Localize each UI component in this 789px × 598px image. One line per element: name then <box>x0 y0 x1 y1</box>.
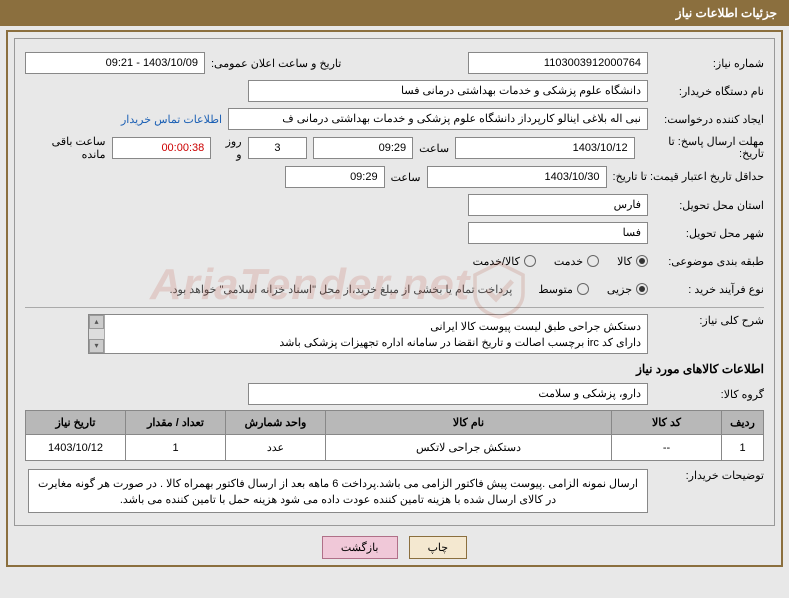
deadline-date-field: 1403/10/12 <box>455 137 635 159</box>
province-field: فارس <box>468 194 648 216</box>
announce-field: 1403/10/09 - 09:21 <box>25 52 205 74</box>
row-description: شرح کلی نیاز: دستکش جراحی طبق لیست پیوست… <box>25 314 764 354</box>
validity-time-field: 09:29 <box>285 166 385 188</box>
buyer-field: دانشگاه علوم پزشکی و خدمات بهداشتی درمان… <box>248 80 648 102</box>
th-code: کد کالا <box>612 411 722 435</box>
time-label-2: ساعت <box>391 171 421 184</box>
row-city: شهر محل تحویل: فسا <box>25 221 764 245</box>
buyer-notes-label: توضیحات خریدار: <box>654 469 764 482</box>
page-header: جزئیات اطلاعات نیاز <box>0 0 789 26</box>
td-row: 1 <box>722 435 764 461</box>
proc2-label: متوسط <box>538 283 573 296</box>
need-no-field: 1103003912000764 <box>468 52 648 74</box>
days-and-label: روز و <box>217 135 241 161</box>
scroll-down-icon[interactable]: ▾ <box>89 339 104 353</box>
page-title: جزئیات اطلاعات نیاز <box>676 6 777 20</box>
deadline-label: مهلت ارسال پاسخ: تا تاریخ: <box>641 136 764 160</box>
row-validity: حداقل تاریخ اعتبار قیمت: تا تاریخ: 1403/… <box>25 165 764 189</box>
proc1-label: جزیی <box>607 283 632 296</box>
radio-goods[interactable]: کالا <box>617 255 648 268</box>
process-note: پرداخت تمام یا بخشی از مبلغ خرید،از محل … <box>170 283 513 296</box>
days-field: 3 <box>248 137 308 159</box>
radio-medium[interactable]: متوسط <box>538 283 589 296</box>
row-group: گروه کالا: دارو، پزشکی و سلامت <box>25 382 764 406</box>
td-date: 1403/10/12 <box>26 435 126 461</box>
buyer-notes-box: ارسال نمونه الزامی .پیوست پیش فاکتور الز… <box>28 469 648 513</box>
radio-icon <box>636 283 648 295</box>
td-unit: عدد <box>226 435 326 461</box>
countdown-timer: 00:00:38 <box>112 137 212 159</box>
th-qty: تعداد / مقدار <box>126 411 226 435</box>
print-button[interactable]: چاپ <box>409 536 468 559</box>
category-label: طبقه بندی موضوعی: <box>654 255 764 268</box>
desc-label: شرح کلی نیاز: <box>654 314 764 327</box>
scrollbar[interactable]: ▴ ▾ <box>89 315 105 353</box>
radio-both[interactable]: کالا/خدمت <box>473 255 536 268</box>
remaining-label: ساعت باقی مانده <box>25 135 106 161</box>
requester-field: نبی اله بلاغی اینالو کارپرداز دانشگاه عل… <box>228 108 648 130</box>
row-buyer-notes: توضیحات خریدار: ارسال نمونه الزامی .پیوس… <box>25 469 764 513</box>
td-qty: 1 <box>126 435 226 461</box>
group-field: دارو، پزشکی و سلامت <box>248 383 648 405</box>
row-need-no: شماره نیاز: 1103003912000764 تاریخ و ساع… <box>25 51 764 75</box>
validity-label: حداقل تاریخ اعتبار قیمت: تا تاریخ: <box>613 171 764 183</box>
th-unit: واحد شمارش <box>226 411 326 435</box>
cat2-label: خدمت <box>554 255 583 268</box>
desc-line2: دارای کد irc برچسب اصالت و تاریخ انقضا د… <box>113 335 641 351</box>
radio-icon <box>587 255 599 267</box>
radio-icon <box>577 283 589 295</box>
th-name: نام کالا <box>326 411 612 435</box>
goods-table: ردیف کد کالا نام کالا واحد شمارش تعداد /… <box>25 410 764 461</box>
radio-icon <box>524 255 536 267</box>
need-no-label: شماره نیاز: <box>654 57 764 70</box>
row-province: استان محل تحویل: فارس <box>25 193 764 217</box>
province-label: استان محل تحویل: <box>654 199 764 212</box>
desc-line1: دستکش جراحی طبق لیست پیوست کالا ایرانی <box>113 319 641 335</box>
contact-link[interactable]: اطلاعات تماس خریدار <box>121 113 222 126</box>
td-name: دستکش جراحی لاتکس <box>326 435 612 461</box>
radio-service[interactable]: خدمت <box>554 255 599 268</box>
group-label: گروه کالا: <box>654 388 764 401</box>
form-panel: شماره نیاز: 1103003912000764 تاریخ و ساع… <box>14 38 775 526</box>
row-buyer: نام دستگاه خریدار: دانشگاه علوم پزشکی و … <box>25 79 764 103</box>
goods-section-title: اطلاعات کالاهای مورد نیاز <box>25 362 764 376</box>
table-header-row: ردیف کد کالا نام کالا واحد شمارش تعداد /… <box>26 411 764 435</box>
time-label-1: ساعت <box>419 142 449 155</box>
row-category: طبقه بندی موضوعی: کالا خدمت کالا/خدمت <box>25 249 764 273</box>
th-row: ردیف <box>722 411 764 435</box>
announce-label: تاریخ و ساعت اعلان عمومی: <box>211 57 341 70</box>
button-bar: چاپ بازگشت <box>14 536 775 559</box>
th-date: تاریخ نیاز <box>26 411 126 435</box>
category-radios: کالا خدمت کالا/خدمت <box>473 255 648 268</box>
row-requester: ایجاد کننده درخواست: نبی اله بلاغی اینال… <box>25 107 764 131</box>
buyer-label: نام دستگاه خریدار: <box>654 85 764 98</box>
row-process: نوع فرآیند خرید : جزیی متوسط پرداخت تمام… <box>25 277 764 301</box>
city-label: شهر محل تحویل: <box>654 227 764 240</box>
process-label: نوع فرآیند خرید : <box>654 283 764 296</box>
back-button[interactable]: بازگشت <box>322 536 398 559</box>
cat3-label: کالا/خدمت <box>473 255 520 268</box>
table-row: 1 -- دستکش جراحی لاتکس عدد 1 1403/10/12 <box>26 435 764 461</box>
divider <box>25 307 764 308</box>
requester-label: ایجاد کننده درخواست: <box>654 113 764 126</box>
city-field: فسا <box>468 222 648 244</box>
radio-minor[interactable]: جزیی <box>607 283 648 296</box>
description-textarea[interactable]: دستکش جراحی طبق لیست پیوست کالا ایرانی د… <box>88 314 648 354</box>
process-radios: جزیی متوسط <box>538 283 648 296</box>
scroll-up-icon[interactable]: ▴ <box>89 315 104 329</box>
deadline-time-field: 09:29 <box>313 137 413 159</box>
cat1-label: کالا <box>617 255 632 268</box>
radio-icon <box>636 255 648 267</box>
td-code: -- <box>612 435 722 461</box>
row-deadline: مهلت ارسال پاسخ: تا تاریخ: 1403/10/12 سا… <box>25 135 764 161</box>
outer-frame: شماره نیاز: 1103003912000764 تاریخ و ساع… <box>6 30 783 567</box>
validity-date-field: 1403/10/30 <box>427 166 607 188</box>
